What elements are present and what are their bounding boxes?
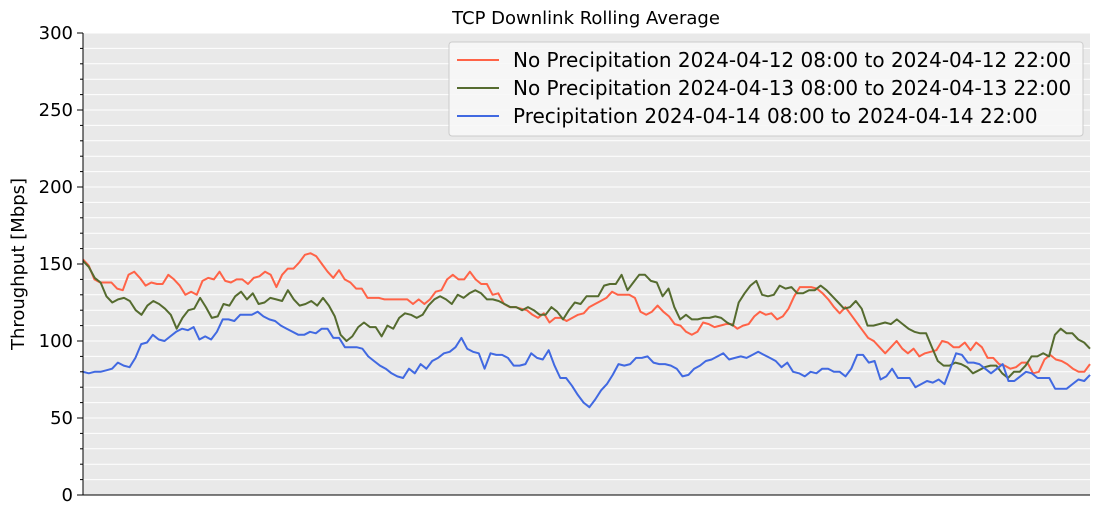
y-axis-ticks: 0 50 100 150 200 250 300 bbox=[39, 23, 83, 506]
legend-box bbox=[448, 41, 1084, 137]
legend-label-2: No Precipitation 2024-04-13 08:00 to 202… bbox=[513, 76, 1071, 100]
y-tick-label: 200 bbox=[39, 177, 73, 198]
y-tick-label: 150 bbox=[39, 254, 73, 275]
legend: No Precipitation 2024-04-12 08:00 to 202… bbox=[448, 41, 1084, 137]
y-tick-label: 250 bbox=[39, 100, 73, 121]
legend-label-3: Precipitation 2024-04-14 08:00 to 2024-0… bbox=[513, 104, 1038, 128]
y-tick-label: 0 bbox=[62, 485, 73, 506]
series-line-2 bbox=[82, 260, 1091, 379]
y-tick-label: 300 bbox=[39, 23, 73, 44]
legend-label-1: No Precipitation 2024-04-12 08:00 to 202… bbox=[513, 48, 1071, 72]
chart-title: TCP Downlink Rolling Average bbox=[451, 8, 720, 29]
y-axis-label: Throughput [Mbps] bbox=[8, 178, 29, 351]
series-lines bbox=[82, 252, 1091, 409]
y-tick-label: 100 bbox=[39, 331, 73, 352]
series-line-3 bbox=[82, 310, 1091, 409]
y-tick-label: 50 bbox=[50, 408, 73, 429]
series-line-1 bbox=[82, 252, 1091, 375]
